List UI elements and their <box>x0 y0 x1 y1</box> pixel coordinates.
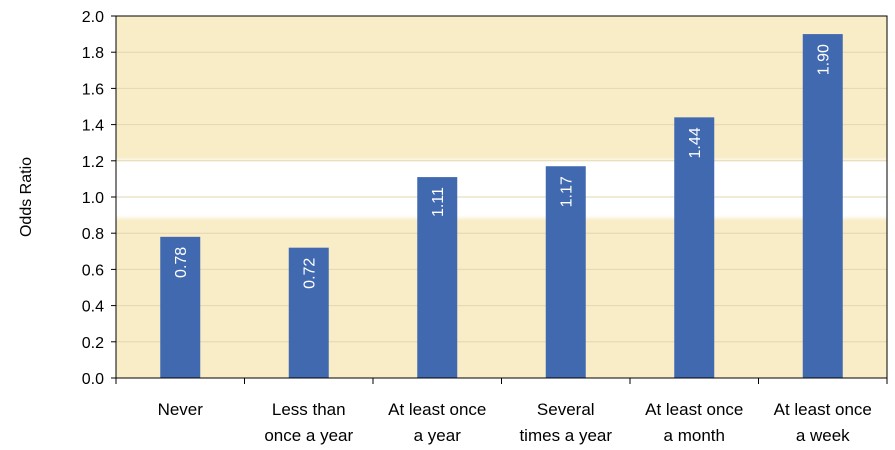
x-category-labels: Never Less than once a year At least once a … <box>158 400 872 445</box>
y-tick-label: 1.2 <box>82 154 104 171</box>
x-category-label: Less than once a year <box>264 400 353 445</box>
bar-value-label: 1.11 <box>430 187 447 217</box>
x-category-label: At least once a month <box>645 400 743 445</box>
y-tick-labels: 0.0 0.2 0.4 0.6 0.8 1.0 1.2 1.4 1.6 1.8 2.0 <box>82 9 104 388</box>
x-category-label: Several times a year <box>519 400 612 445</box>
bar <box>802 34 843 378</box>
bars: 0.78 0.72 1.11 1.17 1.44 1.90 <box>160 34 843 379</box>
bar <box>674 117 715 379</box>
axes <box>111 15 888 384</box>
y-tick-label: 2.0 <box>82 9 104 26</box>
y-tick-label: 0.4 <box>82 299 104 316</box>
bar <box>417 177 458 378</box>
bar-value-label: 1.44 <box>687 127 704 158</box>
x-category-label: At least once a week <box>774 400 872 445</box>
reference-band <box>116 157 887 221</box>
bar <box>160 236 201 378</box>
bar-value-label: 0.78 <box>173 247 190 278</box>
y-tick-label: 1.4 <box>82 118 104 135</box>
x-category-label: At least once a year <box>388 400 486 445</box>
x-category-label: Never <box>158 400 204 419</box>
gridlines <box>116 15 887 343</box>
y-tick-label: 0.0 <box>82 371 104 388</box>
y-tick-label: 0.8 <box>82 226 104 243</box>
y-axis-title: Odds Ratio <box>18 157 35 237</box>
y-tick-label: 0.6 <box>82 262 104 279</box>
bar-value-label: 1.90 <box>816 44 833 75</box>
bar-value-label: 1.17 <box>559 176 576 207</box>
bar <box>288 247 329 378</box>
y-tick-label: 1.8 <box>82 45 104 62</box>
y-tick-label: 1.6 <box>82 81 104 98</box>
y-tick-label: 1.0 <box>82 190 104 207</box>
bar-value-label: 0.72 <box>302 258 319 289</box>
y-tick-label: 0.2 <box>82 335 104 352</box>
bar <box>545 166 586 378</box>
